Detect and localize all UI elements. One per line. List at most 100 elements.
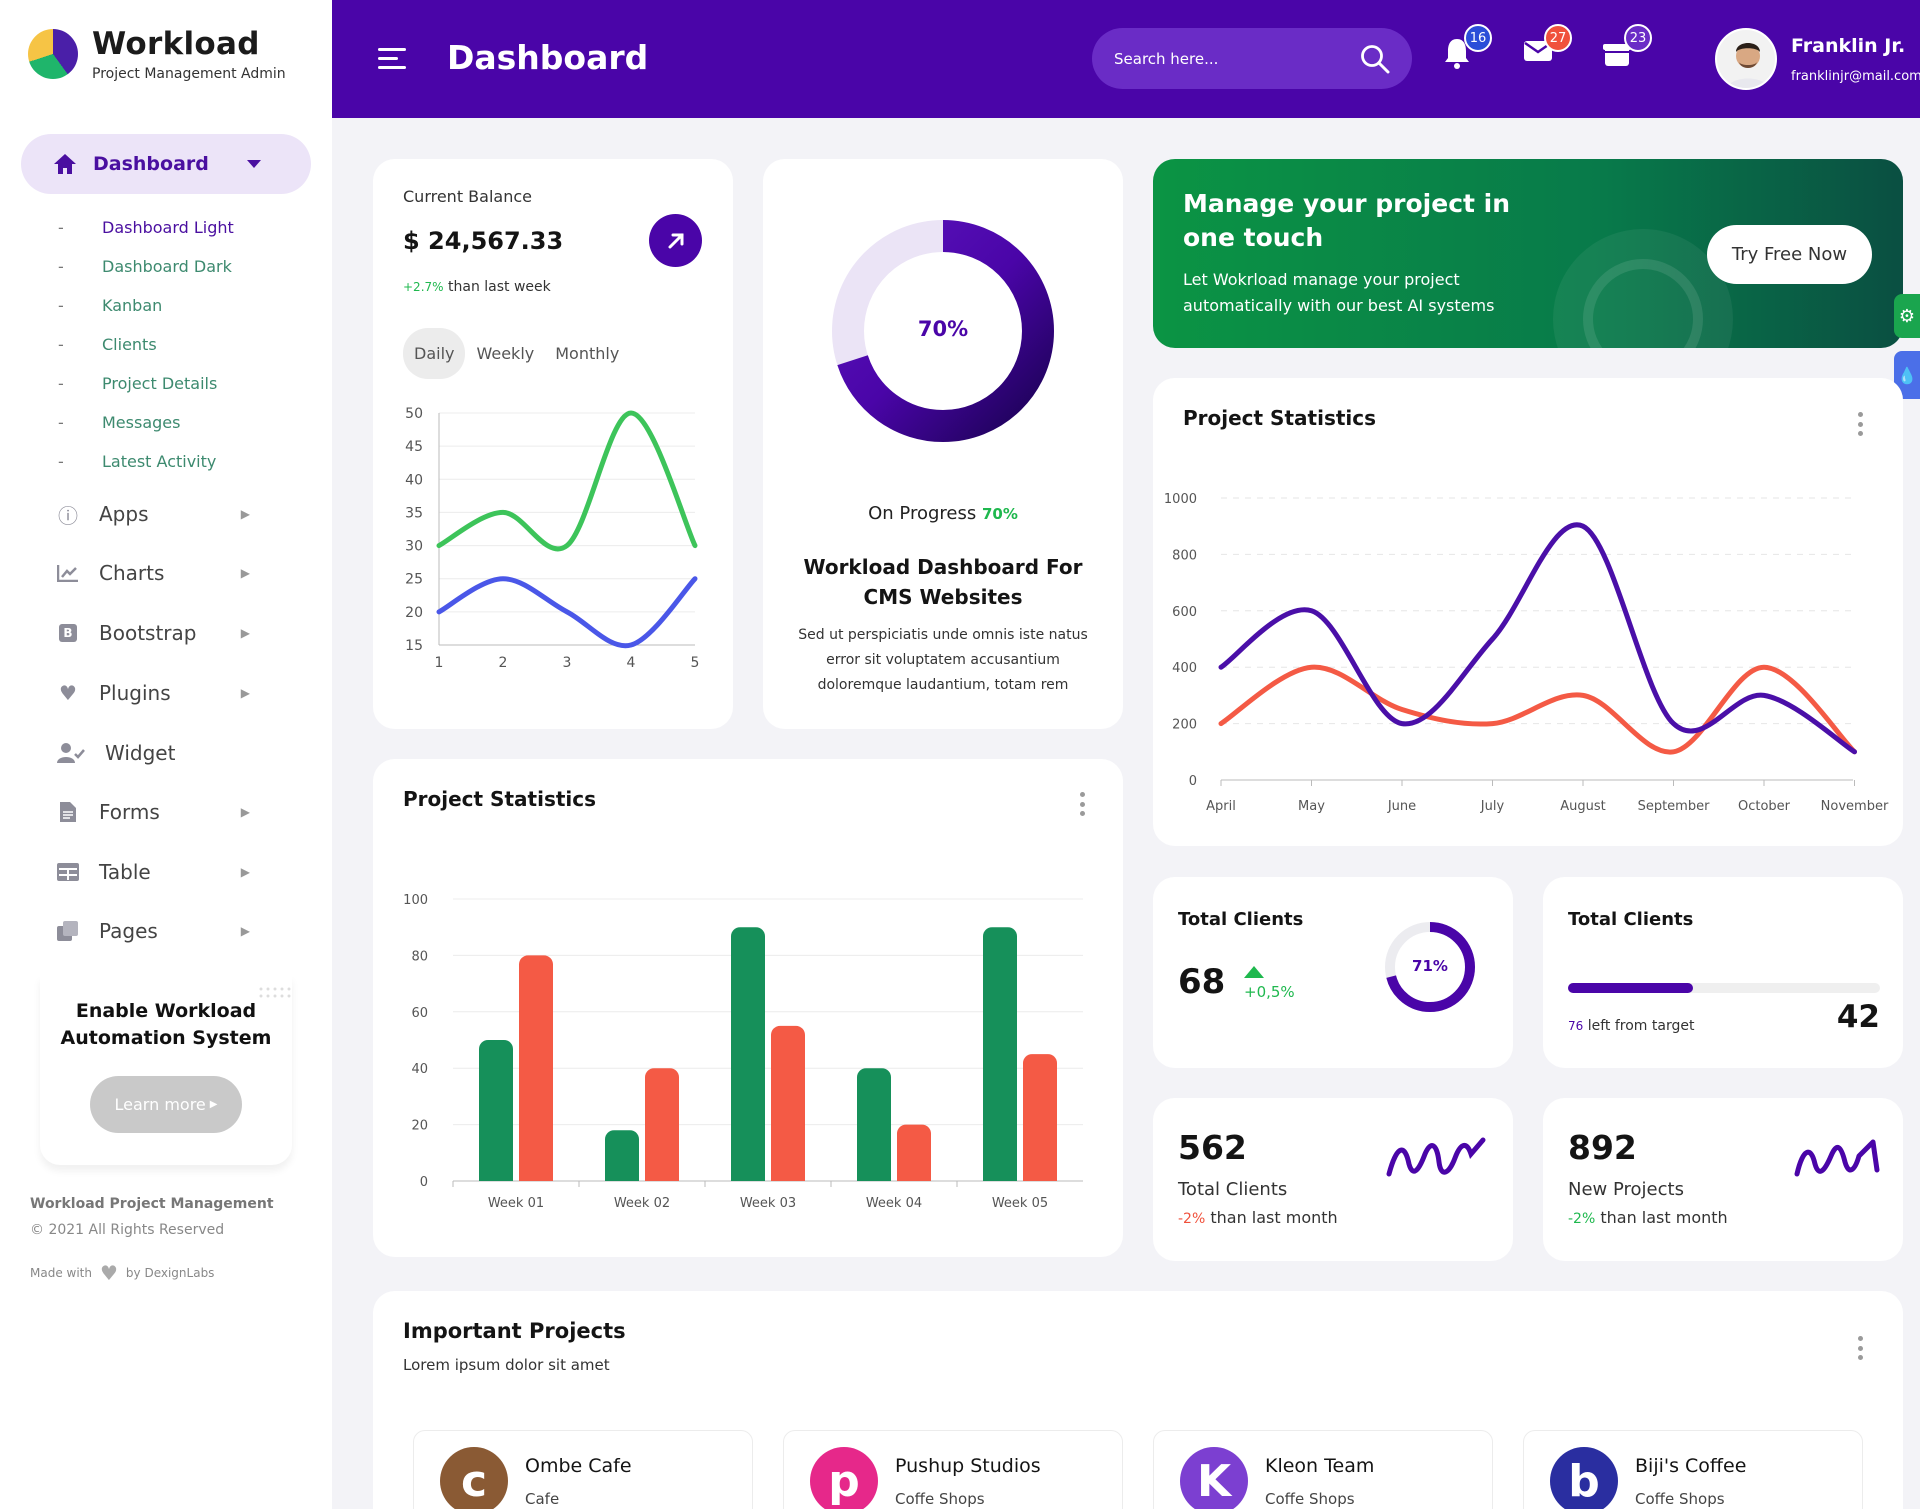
search-input[interactable] (1114, 49, 1360, 68)
banner-title: Manage your project in one touch (1183, 187, 1510, 255)
kpi-new-projects-card: 892 New Projects -2% than last month (1543, 1098, 1903, 1261)
progress-title-line: CMS Websites (863, 585, 1023, 609)
x-tick-label: April (1206, 799, 1236, 814)
progress-status-label: On Progress (868, 503, 977, 524)
submenu-item-dashboard-light[interactable]: - Dashboard Light (58, 218, 234, 237)
project-statistics-bar-card: Project Statistics 100 80 60 40 20 0 Week 01 We… (373, 759, 1123, 1257)
sidebar-item-bootstrap[interactable]: B Bootstrap ▶ (55, 613, 270, 653)
submenu-item-clients[interactable]: - Clients (58, 335, 157, 354)
y-tick-label: 25 (405, 572, 423, 588)
footer-copyright: © 2021 All Rights Reserved (30, 1222, 225, 1238)
y-tick-label: 20 (405, 605, 423, 621)
learn-more-button[interactable]: Learn more ▶ (90, 1076, 242, 1133)
balance-change: +2.7% than last week (403, 279, 551, 295)
x-tick-label: 2 (499, 655, 508, 671)
kpi-change-text: than last month (1210, 1208, 1338, 1227)
project-name: Ombe Cafe (525, 1455, 632, 1477)
series-line-2 (1218, 522, 1857, 755)
submenu-item-project-details[interactable]: - Project Details (58, 374, 218, 393)
user-check-icon (55, 742, 87, 764)
tab-daily[interactable]: Daily (403, 328, 466, 379)
project-item[interactable]: c Ombe Cafe Cafe (413, 1430, 753, 1509)
submenu-item-messages[interactable]: - Messages (58, 413, 181, 432)
bar-1 (605, 1130, 639, 1181)
messages-button[interactable]: 27 (1522, 24, 1572, 76)
tab-monthly[interactable]: Monthly (555, 344, 620, 363)
brand-logo[interactable]: Workload Project Management Admin (28, 26, 286, 82)
card-title: Project Statistics (403, 787, 597, 811)
balance-amount: $ 24,567.33 (403, 227, 564, 255)
x-tick-label: 5 (691, 655, 700, 671)
sidebar-item-pages[interactable]: Pages ▶ (55, 911, 270, 951)
progress-status-value: 70% (981, 505, 1018, 523)
bar-base (857, 1171, 891, 1181)
ring-arc (1385, 922, 1475, 1012)
user-name[interactable]: Franklin Jr. (1791, 35, 1906, 57)
dashboard-submenu: - Dashboard Light - Dashboard Dark - Kanban… (58, 208, 234, 481)
banner-title-line: one touch (1183, 223, 1324, 252)
sidebar-item-charts[interactable]: Charts ▶ (55, 553, 270, 593)
balance-label: Current Balance (403, 187, 532, 206)
sidebar-item-label: Table (99, 860, 151, 884)
gifts-button[interactable]: 23 (1602, 24, 1652, 76)
bar-base (983, 1171, 1017, 1181)
sidebar-item-table[interactable]: Table ▶ (55, 852, 270, 892)
x-tick-label: 1 (435, 655, 444, 671)
target-progress-bar (1568, 983, 1880, 993)
card-title: Total Clients (1568, 909, 1694, 930)
x-tick-label: Week 05 (992, 1196, 1048, 1211)
project-type: Cafe (525, 1490, 560, 1508)
x-tick-label: 4 (627, 655, 636, 671)
gear-icon: ⚙ (1898, 305, 1916, 327)
sidebar-item-apps[interactable]: ⓘ Apps ▶ (55, 494, 270, 534)
submenu-item-dashboard-dark[interactable]: - Dashboard Dark (58, 257, 232, 276)
more-options-icon[interactable] (1857, 1336, 1863, 1360)
chevron-right-icon: ▶ (240, 566, 250, 580)
bar-2 (1023, 1054, 1057, 1181)
footer-by[interactable]: by DexignLabs (125, 1266, 215, 1280)
project-item[interactable]: K Kleon Team Coffe Shops (1153, 1430, 1493, 1509)
search-icon[interactable] (1360, 44, 1390, 74)
try-free-now-button[interactable]: Try Free Now (1707, 225, 1872, 284)
submenu-item-kanban[interactable]: - Kanban (58, 296, 163, 315)
more-options-icon[interactable] (1857, 412, 1863, 436)
submenu-item-latest-activity[interactable]: - Latest Activity (58, 452, 217, 471)
more-options-icon[interactable] (1079, 792, 1085, 816)
x-tick-label: June (1387, 799, 1416, 814)
user-avatar[interactable] (1715, 28, 1777, 90)
bar-2 (771, 1025, 805, 1181)
bar-base (1023, 1171, 1057, 1181)
sidebar-item-forms[interactable]: Forms ▶ (55, 792, 270, 832)
progress-desc-line: doloremque laudantium, totam rem (817, 677, 1069, 693)
y-tick-label: 800 (1172, 548, 1197, 563)
submenu-label: Project Details (102, 374, 218, 393)
menu-toggle-icon[interactable] (378, 48, 406, 75)
project-statistics-line-chart: 1000 800 600 400 200 0 April May June July August S… (1164, 492, 1889, 814)
submenu-label: Dashboard Dark (102, 257, 232, 276)
notification-count-badge: 16 (1464, 24, 1492, 52)
y-tick-label: 200 (1172, 718, 1197, 733)
project-item[interactable]: p Pushup Studios Coffe Shops (783, 1430, 1123, 1509)
card-subtitle: Lorem ipsum dolor sit amet (403, 1356, 610, 1374)
y-tick-label: 35 (405, 505, 423, 521)
submenu-label: Clients (102, 335, 157, 354)
pages-icon (55, 920, 81, 942)
project-item[interactable]: b Biji's Coffee Coffe Shops (1523, 1430, 1863, 1509)
search-bar (1092, 28, 1412, 89)
sidebar-item-plugins[interactable]: ♥ Plugins ▶ (55, 673, 270, 713)
chevron-right-icon: ▶ (240, 924, 250, 938)
sidebar-item-label: Plugins (99, 681, 171, 705)
y-tick-label: 50 (405, 406, 423, 422)
notifications-button[interactable]: 16 (1442, 24, 1492, 76)
sidebar: Workload Project Management Admin Dashbo… (0, 0, 332, 1509)
target-left-number: 76 (1568, 1019, 1584, 1033)
bar-base (731, 1171, 765, 1181)
sidebar-item-dashboard[interactable]: Dashboard (21, 134, 311, 194)
sidebar-item-widget[interactable]: Widget (55, 733, 270, 773)
tab-weekly[interactable]: Weekly (476, 344, 535, 363)
kpi-change: -2% than last month (1568, 1208, 1728, 1227)
balance-link-button[interactable] (649, 214, 702, 267)
settings-float-button[interactable]: ⚙ (1894, 294, 1920, 338)
project-statistics-line-card: Project Statistics 1000 800 600 400 200 0 Apri… (1153, 378, 1903, 846)
bar-1 (983, 927, 1017, 1181)
